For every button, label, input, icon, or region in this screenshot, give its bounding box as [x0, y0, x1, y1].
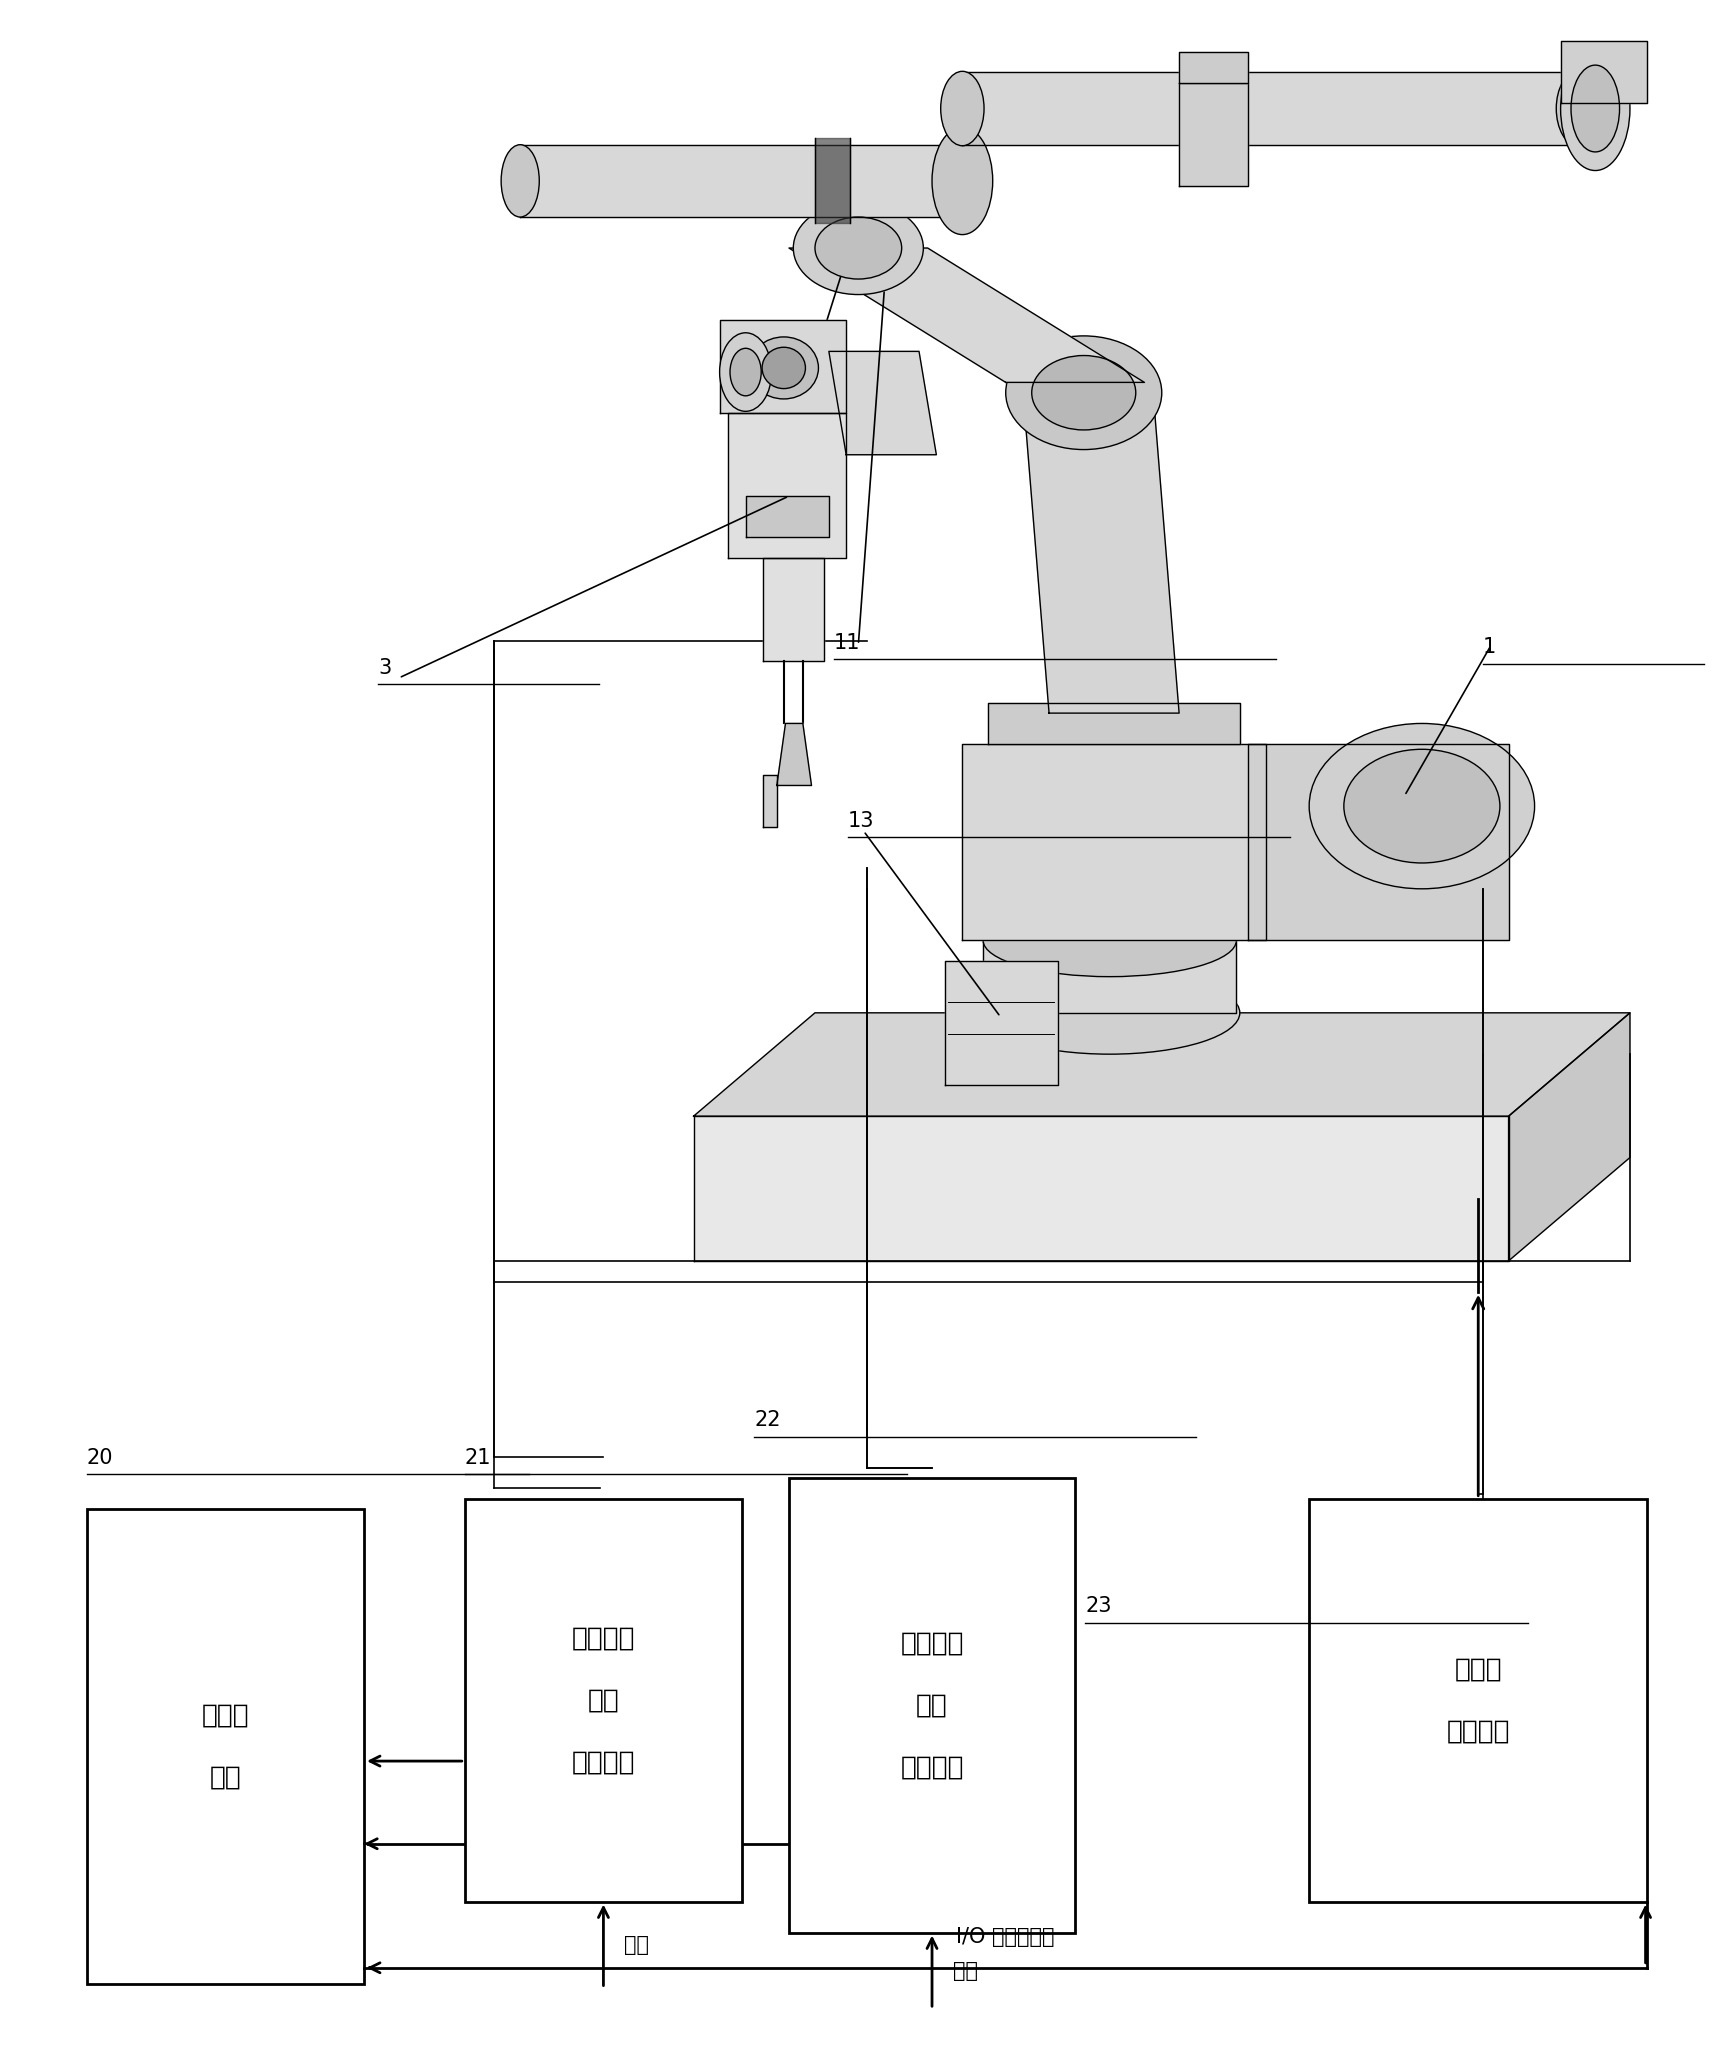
- Bar: [1309, 1499, 1647, 1902]
- Text: 处理单元: 处理单元: [900, 1755, 964, 1780]
- Ellipse shape: [933, 128, 994, 236]
- Polygon shape: [728, 413, 846, 558]
- Polygon shape: [988, 703, 1240, 744]
- Text: 数据: 数据: [624, 1935, 649, 1955]
- Ellipse shape: [501, 145, 539, 217]
- Text: 22: 22: [754, 1410, 780, 1430]
- Text: 同轴视觉: 同轴视觉: [900, 1631, 964, 1656]
- Text: 数据: 数据: [954, 1962, 978, 1980]
- Text: 处理单元: 处理单元: [572, 1749, 635, 1776]
- Ellipse shape: [1032, 356, 1136, 430]
- Polygon shape: [694, 1116, 1509, 1261]
- Polygon shape: [829, 351, 936, 455]
- Text: 控制单元: 控制单元: [1446, 1718, 1510, 1745]
- Ellipse shape: [1571, 66, 1620, 153]
- Polygon shape: [746, 496, 829, 537]
- Polygon shape: [763, 775, 777, 827]
- Ellipse shape: [980, 971, 1240, 1054]
- Polygon shape: [1179, 52, 1248, 83]
- Text: 信号: 信号: [588, 1687, 619, 1714]
- Ellipse shape: [1555, 70, 1599, 145]
- Text: 1: 1: [1483, 637, 1496, 657]
- Polygon shape: [1509, 1013, 1630, 1261]
- Polygon shape: [1561, 41, 1647, 103]
- Text: I/O 信号、数据: I/O 信号、数据: [957, 1926, 1054, 1947]
- Ellipse shape: [943, 145, 981, 217]
- Polygon shape: [789, 248, 1144, 382]
- Ellipse shape: [983, 905, 1236, 976]
- Ellipse shape: [749, 337, 818, 399]
- Ellipse shape: [720, 333, 772, 411]
- Polygon shape: [983, 940, 1236, 1013]
- Polygon shape: [1248, 744, 1509, 940]
- Polygon shape: [694, 1013, 1630, 1116]
- Ellipse shape: [942, 70, 985, 145]
- Text: 23: 23: [1085, 1596, 1111, 1616]
- Bar: [87, 1509, 364, 1984]
- Ellipse shape: [815, 217, 902, 279]
- Ellipse shape: [1006, 335, 1162, 449]
- Polygon shape: [720, 320, 846, 413]
- Text: 机器人: 机器人: [1455, 1656, 1502, 1683]
- Ellipse shape: [730, 347, 761, 397]
- Text: 主控制: 主控制: [201, 1703, 250, 1728]
- Text: 信号: 信号: [916, 1693, 948, 1718]
- Polygon shape: [962, 744, 1266, 940]
- Polygon shape: [1023, 393, 1179, 713]
- Polygon shape: [777, 723, 812, 785]
- Bar: [789, 1478, 1075, 1933]
- Text: 13: 13: [848, 810, 874, 831]
- Ellipse shape: [1344, 750, 1500, 864]
- Ellipse shape: [1561, 45, 1630, 172]
- Text: 3: 3: [378, 657, 392, 678]
- Text: 20: 20: [87, 1447, 113, 1468]
- Ellipse shape: [1309, 723, 1535, 889]
- Text: 焊缝位置: 焊缝位置: [572, 1625, 635, 1652]
- Polygon shape: [815, 138, 850, 223]
- Ellipse shape: [792, 203, 922, 294]
- Polygon shape: [1179, 83, 1248, 186]
- Polygon shape: [520, 145, 962, 217]
- Polygon shape: [763, 558, 824, 661]
- Polygon shape: [945, 961, 1058, 1085]
- Text: 11: 11: [834, 633, 860, 653]
- Ellipse shape: [763, 347, 805, 389]
- Bar: [465, 1499, 742, 1902]
- Text: 单元: 单元: [210, 1765, 241, 1790]
- Polygon shape: [962, 72, 1578, 145]
- Text: 21: 21: [465, 1447, 491, 1468]
